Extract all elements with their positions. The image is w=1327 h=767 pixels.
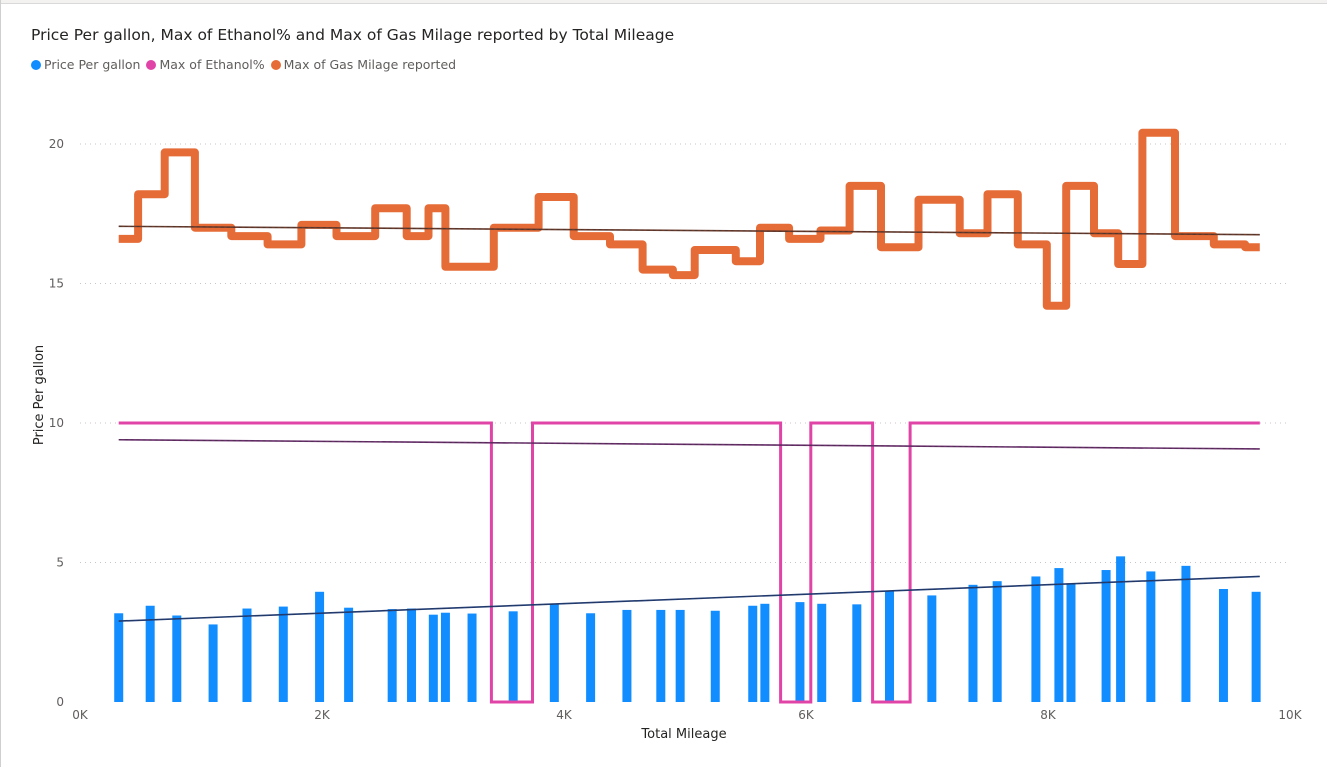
x-axis-title: Total Mileage	[640, 727, 726, 742]
price-bar	[508, 611, 518, 702]
gas-milage-step-line	[118, 128, 1260, 310]
trend-lines	[118, 225, 1260, 622]
price-bar	[992, 581, 1002, 702]
price-bar	[884, 591, 894, 702]
x-tick-label: 4K	[556, 708, 573, 722]
x-tick-label: 6K	[798, 708, 815, 722]
y-tick-label: 15	[49, 277, 64, 291]
price-bar	[440, 612, 450, 702]
x-tick-label: 2K	[314, 708, 331, 722]
price-bar	[114, 613, 124, 702]
price-bar	[1101, 570, 1111, 702]
price-bar	[1218, 589, 1228, 702]
price-bar	[1054, 568, 1064, 702]
legend-item-price[interactable]: Price Per gallon	[31, 57, 140, 72]
x-tick-label: 0K	[72, 708, 89, 722]
price-bar	[656, 609, 666, 702]
window-top-bar	[0, 0, 1327, 4]
legend-label-gas-milage: Max of Gas Milage reported	[283, 57, 457, 72]
x-tick-label: 10K	[1278, 708, 1302, 722]
price-bar	[1031, 576, 1041, 702]
price-bar	[407, 608, 417, 702]
legend-label-price: Price Per gallon	[44, 57, 141, 72]
price-bar	[278, 606, 288, 702]
price-bar	[1146, 571, 1156, 702]
price-bar	[710, 610, 720, 702]
price-bar	[675, 609, 685, 702]
x-axis-ticks: 0K 2K 4K 6K 8K 10K	[72, 708, 1302, 722]
price-bar	[145, 605, 155, 702]
trend-line-dash	[118, 225, 1260, 236]
y-axis-ticks: 0 5 10 15 20	[49, 137, 64, 709]
chart-title: Price Per gallon, Max of Ethanol% and Ma…	[31, 26, 675, 44]
price-bar	[927, 595, 937, 702]
price-bar	[1116, 556, 1126, 702]
ethanol-step-line	[118, 421, 1260, 704]
price-bar	[549, 604, 559, 702]
x-tick-label: 8K	[1040, 708, 1057, 722]
price-bars	[114, 556, 1261, 702]
legend-dot-icon	[31, 59, 41, 70]
legend-dot-icon	[270, 59, 281, 70]
price-bar	[586, 613, 596, 702]
y-axis-title: Price Per gallon	[32, 345, 47, 445]
price-bar	[208, 624, 218, 702]
price-bar	[428, 614, 438, 702]
trend-line-dash	[118, 576, 1260, 622]
price-bar	[852, 604, 862, 702]
chart-legend: Price Per gallon Max of Ethanol% Max of …	[31, 57, 462, 72]
series-lines	[118, 128, 1260, 704]
price-bar	[817, 603, 827, 702]
y-tick-label: 10	[49, 416, 64, 430]
price-bar	[795, 602, 805, 702]
gridlines	[80, 143, 1290, 563]
price-bar	[467, 613, 477, 702]
price-bar	[1251, 591, 1261, 702]
price-bar	[315, 591, 325, 702]
price-bar	[387, 609, 397, 702]
price-bar	[344, 607, 354, 702]
y-tick-label: 5	[56, 556, 64, 570]
price-bar	[760, 603, 770, 702]
price-bar	[242, 608, 252, 702]
price-bar	[968, 584, 978, 702]
price-bar	[622, 609, 632, 702]
price-bar	[1066, 583, 1076, 702]
legend-label-ethanol: Max of Ethanol%	[159, 57, 265, 72]
left-border	[0, 0, 1, 767]
legend-dot-icon	[146, 59, 157, 70]
price-bar	[172, 615, 182, 702]
trend-line-dash	[118, 439, 1260, 450]
price-bar	[748, 605, 758, 702]
legend-item-ethanol[interactable]: Max of Ethanol%	[146, 57, 265, 72]
legend-item-gas-milage[interactable]: Max of Gas Milage reported	[270, 57, 457, 72]
y-tick-label: 20	[49, 137, 64, 151]
price-bar	[1181, 565, 1191, 702]
y-tick-label: 0	[56, 695, 64, 709]
